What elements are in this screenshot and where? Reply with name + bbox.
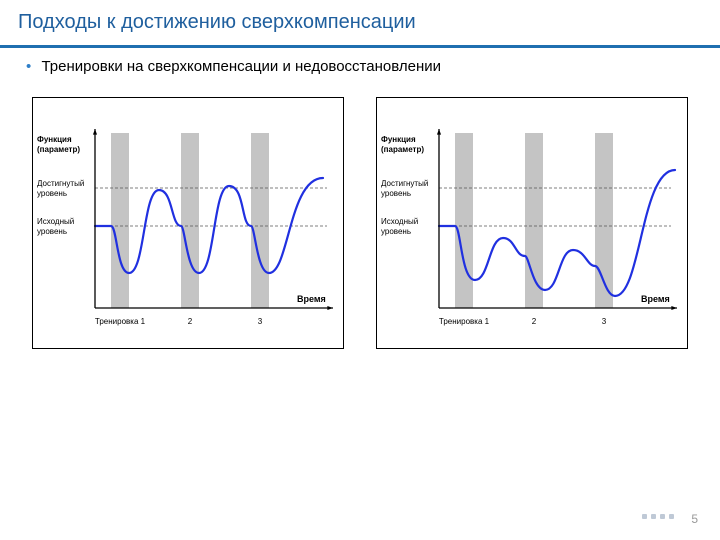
svg-text:Время: Время <box>641 294 670 304</box>
svg-text:2: 2 <box>532 317 537 326</box>
charts-row: Функция(параметр)ДостигнутыйуровеньИсход… <box>0 75 720 349</box>
svg-text:3: 3 <box>258 317 263 326</box>
svg-text:Тренировка 1: Тренировка 1 <box>95 317 146 326</box>
svg-text:Функция: Функция <box>381 135 416 144</box>
svg-text:Тренировка 1: Тренировка 1 <box>439 317 490 326</box>
svg-text:3: 3 <box>602 317 607 326</box>
bullet-text: Тренировки на сверхкомпенсации и недовос… <box>41 58 441 75</box>
chart-underrecovery: Функция(параметр)ДостигнутыйуровеньИсход… <box>376 97 688 349</box>
svg-text:(параметр): (параметр) <box>381 145 424 154</box>
bullet-line: • Тренировки на сверхкомпенсации и недов… <box>0 48 720 75</box>
slide-title: Подходы к достижению сверхкомпенсации <box>18 11 416 34</box>
chart-left-svg: Функция(параметр)ДостигнутыйуровеньИсход… <box>33 98 343 348</box>
title-bar: Подходы к достижению сверхкомпенсации <box>0 0 720 48</box>
svg-text:(параметр): (параметр) <box>37 145 80 154</box>
svg-text:Время: Время <box>297 294 326 304</box>
slide-deco-dots <box>640 506 676 524</box>
page-number: 5 <box>691 512 698 526</box>
chart-supercompensation: Функция(параметр)ДостигнутыйуровеньИсход… <box>32 97 344 349</box>
bullet-dot: • <box>26 58 31 75</box>
svg-text:2: 2 <box>188 317 193 326</box>
chart-right-svg: Функция(параметр)ДостигнутыйуровеньИсход… <box>377 98 687 348</box>
svg-text:Функция: Функция <box>37 135 72 144</box>
